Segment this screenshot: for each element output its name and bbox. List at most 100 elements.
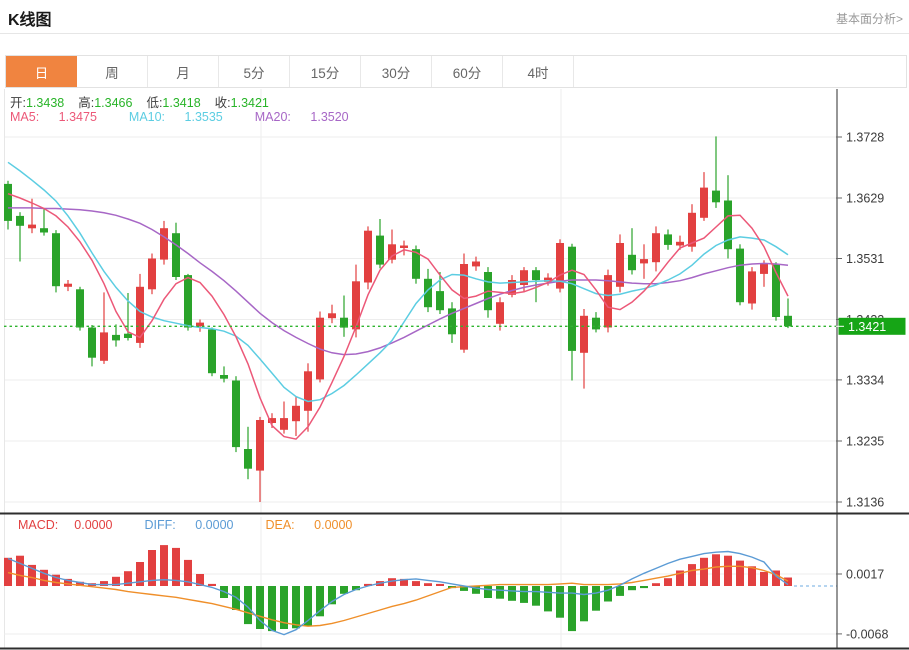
ma-readout: MA5: 1.3475 MA10: 1.3535 MA20: 1.3520	[10, 110, 381, 124]
macd-bar	[520, 586, 528, 603]
macd-bar	[76, 581, 84, 586]
macd-histogram[interactable]	[4, 545, 792, 632]
dea-value-readout: DEA: 0.0000	[265, 518, 353, 532]
candle	[244, 449, 252, 469]
candle	[724, 200, 732, 250]
tab-day[interactable]: 日	[6, 56, 77, 87]
macd-bar	[304, 586, 312, 627]
tab-30min[interactable]: 30分	[361, 56, 432, 87]
tab-month[interactable]: 月	[148, 56, 219, 87]
macd-bar	[436, 583, 444, 586]
tabbar-filler	[574, 56, 906, 87]
tab-15min[interactable]: 15分	[290, 56, 361, 87]
candle	[160, 228, 168, 260]
macd-bar	[124, 571, 132, 586]
macd-bar	[316, 586, 324, 617]
macd-bar	[292, 586, 300, 629]
tab-5min[interactable]: 5分	[219, 56, 290, 87]
candle	[688, 212, 696, 247]
candle	[520, 270, 528, 285]
svg-text:1.3136: 1.3136	[846, 496, 884, 510]
tab-week[interactable]: 周	[77, 56, 148, 87]
macd-bar	[784, 577, 792, 586]
macd-bar	[112, 576, 120, 586]
header-divider	[0, 33, 909, 34]
fundamental-analysis-link[interactable]: 基本面分析>	[835, 12, 903, 26]
ma5-line	[7, 192, 789, 440]
macd-bar	[460, 586, 468, 591]
macd-bar	[688, 564, 696, 586]
candle	[376, 235, 384, 265]
candle	[772, 264, 780, 317]
candle	[784, 315, 792, 327]
candle	[364, 230, 372, 283]
macd-bar	[628, 586, 636, 591]
candle	[292, 405, 300, 422]
candle	[112, 334, 120, 341]
svg-text:1.3629: 1.3629	[846, 192, 884, 206]
macd-bar	[16, 555, 24, 586]
macd-bar	[616, 586, 624, 596]
macd-bar	[136, 562, 144, 586]
open-label: 开:	[10, 96, 26, 110]
tab-60min[interactable]: 60分	[432, 56, 503, 87]
ma20-readout: MA20: 1.3520	[254, 110, 349, 124]
close-value: 1.3421	[230, 96, 269, 110]
candle	[628, 254, 636, 271]
macd-bar	[268, 586, 276, 632]
macd-bar	[580, 586, 588, 622]
candle	[508, 280, 516, 295]
candle	[184, 275, 192, 328]
macd-bar	[52, 574, 60, 586]
kline-chart-svg[interactable]: 1.37281.36291.35311.34321.33341.32351.31…	[0, 89, 909, 650]
candle	[220, 375, 228, 379]
macd-bar	[328, 586, 336, 605]
macd-bar	[556, 586, 564, 618]
candle	[460, 264, 468, 350]
candles-layer[interactable]	[4, 136, 792, 502]
macd-bar	[712, 554, 720, 586]
diff-value-readout: DIFF: 0.0000	[144, 518, 234, 532]
macd-bar	[496, 586, 504, 599]
candle	[676, 241, 684, 246]
macd-bar	[652, 583, 660, 586]
macd-bar	[532, 586, 540, 606]
ohlc-readout: 开:1.3438 高:1.3466 低:1.3418 收:1.3421	[10, 92, 283, 111]
macd-bar	[340, 586, 348, 594]
macd-bar	[100, 581, 108, 586]
candle	[100, 332, 108, 361]
macd-bar	[604, 586, 612, 602]
macd-bar	[592, 586, 600, 611]
macd-bar	[568, 586, 576, 632]
low-value: 1.3418	[162, 96, 201, 110]
candle	[352, 281, 360, 330]
svg-text:1.3235: 1.3235	[846, 435, 884, 449]
low-label: 低:	[146, 96, 163, 110]
macd-bar	[760, 571, 768, 586]
candle	[580, 315, 588, 353]
price-axis-labels: 1.37281.36291.35311.34321.33341.32351.31…	[836, 131, 884, 510]
macd-value-readout: MACD: 0.0000	[18, 518, 113, 532]
candle	[148, 258, 156, 290]
macd-bar	[196, 574, 204, 586]
candle	[736, 248, 744, 303]
macd-bar	[484, 586, 492, 598]
macd-bar	[160, 545, 168, 586]
candle	[400, 245, 408, 248]
candle	[712, 190, 720, 203]
current-price-badge: 1.3421	[836, 317, 906, 335]
svg-text:1.3334: 1.3334	[846, 373, 884, 387]
candle	[388, 244, 396, 260]
candle	[16, 215, 24, 226]
macd-bar	[640, 586, 648, 589]
candle	[436, 291, 444, 311]
kline-chart[interactable]: 1.37281.36291.35311.34321.33341.32351.31…	[0, 89, 909, 650]
candle	[640, 259, 648, 264]
candle	[64, 283, 72, 287]
svg-text:1.3531: 1.3531	[846, 252, 884, 266]
candle	[592, 317, 600, 330]
candle	[532, 270, 540, 281]
tab-4hour[interactable]: 4时	[503, 56, 574, 87]
candle	[40, 228, 48, 233]
